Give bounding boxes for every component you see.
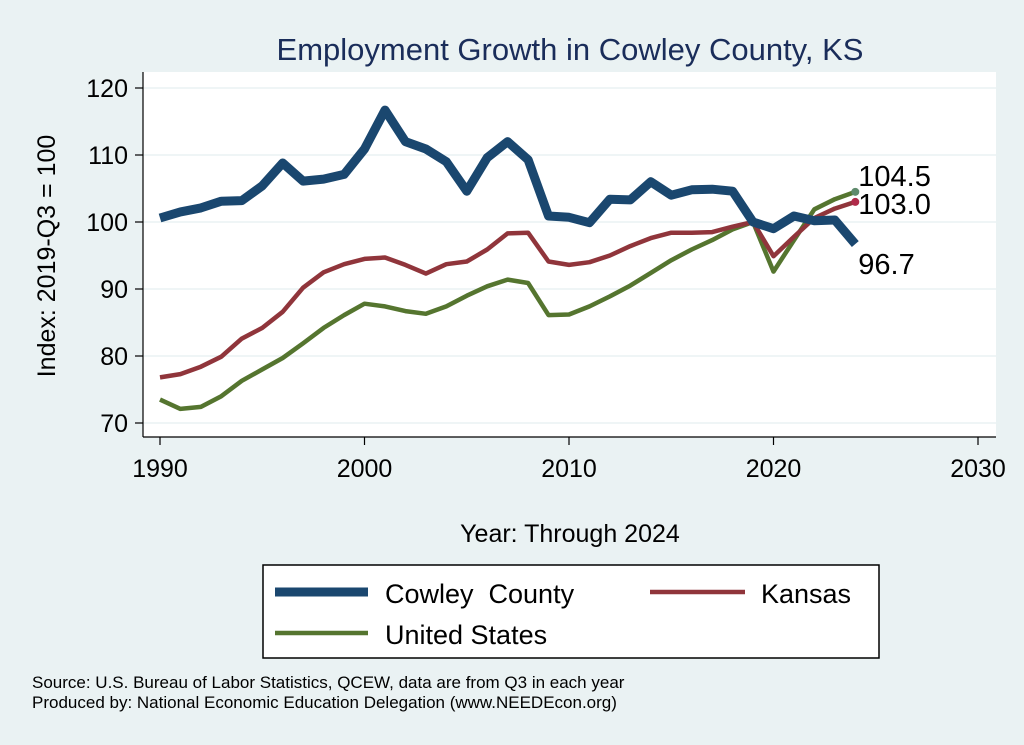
x-axis-label: Year: Through 2024 <box>460 520 680 548</box>
end-label-united-states: 104.5 <box>858 161 931 193</box>
legend-label-united-states: United States <box>385 620 547 650</box>
y-tick-label-70: 70 <box>100 410 128 438</box>
x-ticks: 1990 2000 2010 2020 2030 <box>132 437 1006 483</box>
x-tick-label-2010: 2010 <box>541 455 597 483</box>
series-layer <box>158 105 859 412</box>
y-tick-label-90: 90 <box>100 276 128 304</box>
end-marker-kansas <box>851 197 860 206</box>
end-marker-united-states <box>851 187 860 196</box>
x-tick-label-2020: 2020 <box>746 455 802 483</box>
legend: Cowley County Kansas United States <box>262 564 880 659</box>
source-line-2: Produced by: National Economic Education… <box>32 693 617 712</box>
y-tick-label-110: 110 <box>88 142 128 170</box>
source-line-1: Source: U.S. Bureau of Labor Statistics,… <box>32 673 625 692</box>
legend-label-kansas: Kansas <box>761 579 851 609</box>
series-line-cowley-county <box>158 105 859 248</box>
y-tick-label-100: 100 <box>86 209 128 237</box>
y-ticks: 70 80 90 100 110 120 <box>86 75 143 438</box>
legend-box <box>262 564 880 659</box>
x-tick-label-2000: 2000 <box>337 455 393 483</box>
chart-title: Employment Growth in Cowley County, KS <box>277 32 864 67</box>
legend-label-cowley: Cowley County <box>385 579 575 609</box>
series-line-kansas <box>159 199 856 380</box>
x-tick-label-1990: 1990 <box>132 455 188 483</box>
x-tick-label-2030: 2030 <box>950 455 1006 483</box>
y-tick-label-80: 80 <box>100 343 128 371</box>
end-label-cowley-county: 96.7 <box>858 249 914 281</box>
plot-area <box>143 72 996 437</box>
y-axis-label: Index: 2019-Q3 = 100 <box>33 135 61 378</box>
y-tick-label-120: 120 <box>86 75 128 103</box>
end-label-kansas: 103.0 <box>858 189 931 221</box>
